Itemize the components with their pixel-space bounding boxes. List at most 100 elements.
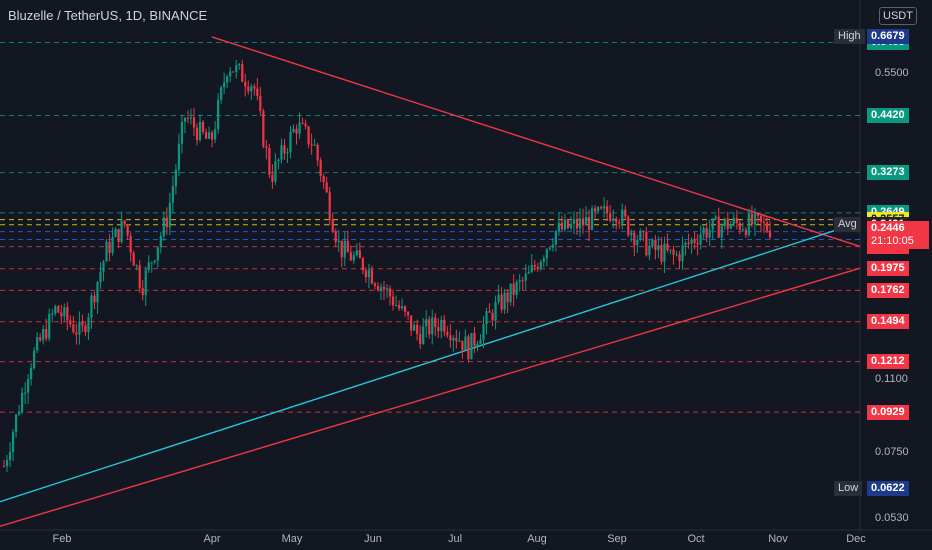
x-tick-nov: Nov	[768, 533, 788, 545]
candle-body	[51, 313, 54, 315]
candle-body	[422, 326, 425, 344]
candle-body	[714, 216, 717, 219]
candle-body	[645, 231, 648, 256]
candle-body	[268, 148, 271, 175]
candle-body	[572, 219, 576, 224]
candle-body	[298, 122, 301, 134]
level-label: 0.0929	[867, 404, 909, 420]
candle-body	[636, 239, 639, 246]
candle-body	[226, 76, 229, 83]
candle-body	[485, 311, 488, 325]
candle-body	[575, 219, 579, 229]
x-tick-oct: Oct	[687, 533, 704, 545]
candle-body	[548, 247, 551, 250]
candle-body	[220, 87, 223, 100]
candle-body	[618, 222, 621, 224]
candle-body	[99, 271, 102, 283]
candle-body	[657, 245, 660, 250]
candle-body	[672, 249, 675, 255]
y-tick: 0.5500	[875, 66, 909, 79]
candle-body	[370, 269, 374, 284]
candle-body	[27, 379, 30, 393]
candle-body	[654, 239, 657, 250]
candle-body	[232, 71, 235, 73]
candle-body	[165, 217, 168, 228]
candle-body	[738, 222, 741, 231]
candle-body	[542, 258, 545, 262]
candle-body	[425, 319, 428, 327]
candle-body	[120, 220, 123, 242]
candle-body	[590, 208, 594, 230]
candle-body	[295, 128, 298, 134]
candle-body	[759, 215, 763, 222]
candle-body	[69, 320, 72, 325]
candle-body	[494, 302, 497, 321]
x-tick-apr: Apr	[203, 533, 220, 545]
candle-body	[346, 240, 349, 253]
candle-body	[732, 217, 735, 225]
candle-body	[2, 465, 6, 467]
candle-body	[108, 241, 111, 254]
candle-body	[651, 239, 654, 247]
candle-body	[304, 123, 307, 127]
candle-body	[416, 324, 419, 335]
candle-body	[530, 264, 533, 273]
candle-body	[699, 234, 702, 245]
candle-body	[675, 254, 678, 256]
candle-body	[581, 218, 585, 226]
candle-body	[334, 231, 337, 242]
candle-body	[96, 282, 99, 303]
candle-body	[256, 88, 259, 96]
candle-body	[747, 213, 750, 235]
candle-body	[204, 132, 208, 139]
candle-body	[117, 229, 120, 242]
x-tick-may: May	[282, 533, 303, 545]
candle-body	[569, 223, 573, 229]
candle-body	[753, 213, 757, 225]
candle-body	[81, 321, 84, 326]
candle-body	[223, 82, 226, 88]
candle-body	[214, 129, 217, 140]
candle-body	[512, 283, 515, 295]
candle-body	[358, 250, 361, 259]
candle-body	[467, 336, 470, 360]
candle-body	[666, 243, 669, 251]
candle-body	[367, 269, 371, 278]
stat-name-high: High	[834, 29, 865, 45]
candle-body	[150, 262, 153, 264]
candle-body	[633, 232, 636, 246]
candle-body	[147, 262, 150, 271]
bar-countdown: 21:10:05	[871, 234, 914, 247]
candle-body	[428, 319, 431, 335]
candle-body	[557, 222, 560, 232]
candle-body	[648, 246, 651, 256]
candle-body	[141, 288, 144, 296]
candle-body	[24, 392, 27, 394]
candle-body	[690, 239, 693, 244]
candle-body	[135, 265, 138, 267]
current-price-tag: 0.2446 21:10:05	[867, 220, 929, 249]
candle-body	[39, 337, 42, 341]
candle-body	[138, 265, 141, 289]
candle-body	[328, 192, 331, 220]
candle-body	[241, 64, 244, 82]
candle-body	[437, 326, 440, 332]
candle-body	[744, 229, 747, 235]
stat-value-low: 0.0622	[867, 480, 909, 496]
candle-body	[711, 218, 714, 230]
candle-body	[762, 221, 766, 223]
candle-body	[183, 117, 187, 122]
candle-body	[385, 288, 389, 290]
candle-body	[756, 213, 760, 216]
candle-body	[488, 311, 491, 313]
candle-body	[301, 122, 304, 124]
candle-body	[114, 229, 117, 238]
candle-body	[566, 219, 570, 229]
currency-button[interactable]: USDT	[879, 7, 917, 25]
candle-body	[669, 249, 672, 251]
candle-body	[597, 207, 600, 212]
candle-body	[750, 213, 754, 225]
x-tick-sep: Sep	[607, 533, 627, 545]
candle-body	[536, 266, 539, 270]
